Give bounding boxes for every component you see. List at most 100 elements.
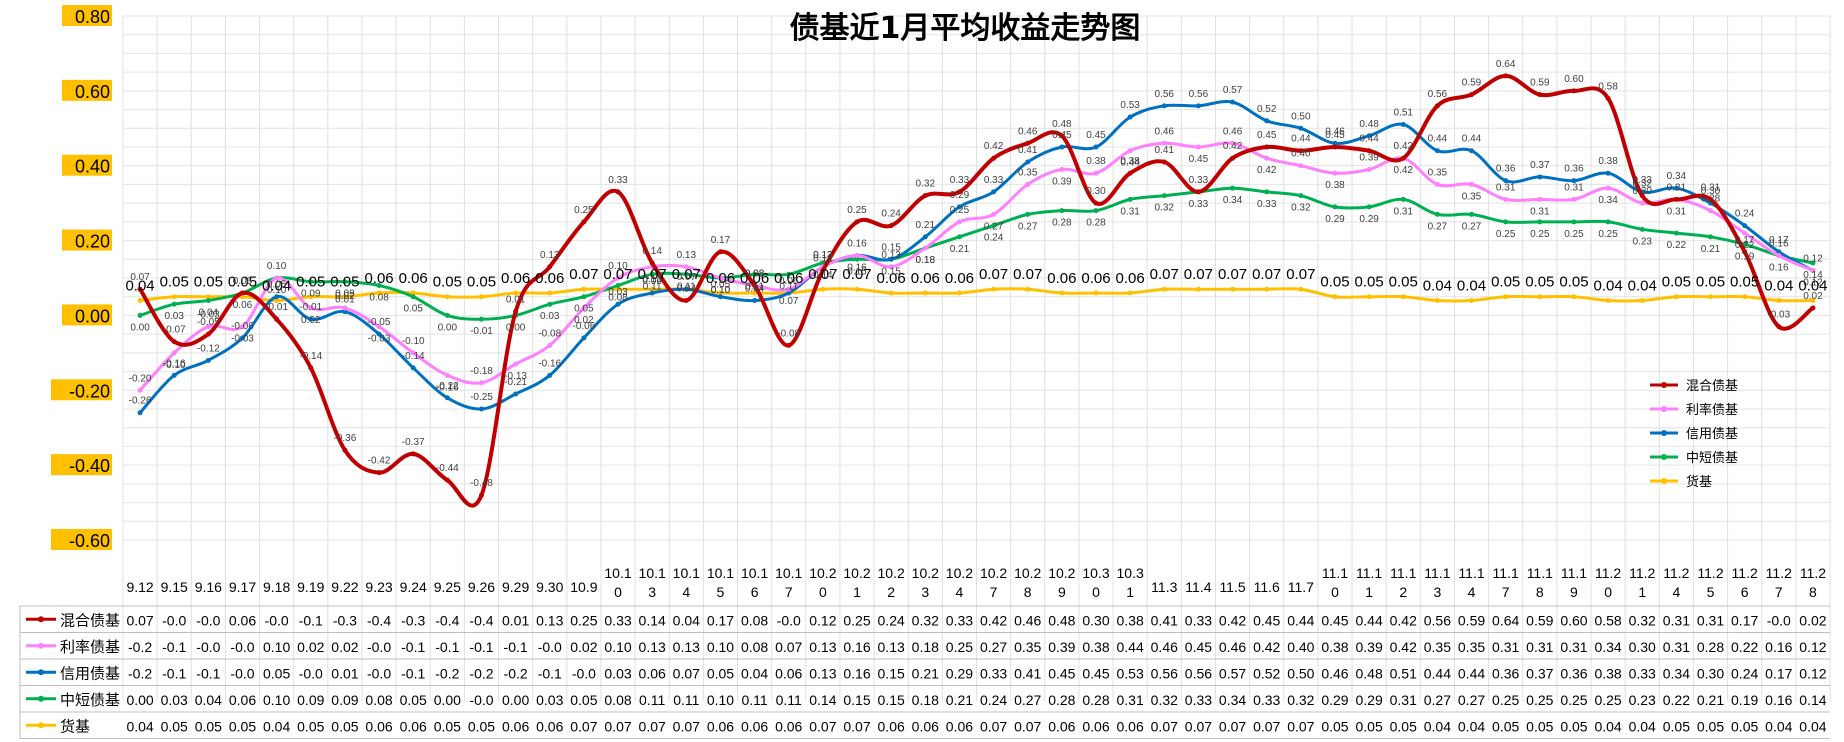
table-cell: 0.07 bbox=[980, 718, 1007, 734]
data-label: 0.33 bbox=[608, 175, 628, 186]
data-label: 0.13 bbox=[813, 250, 833, 261]
plot-gridlines bbox=[122, 15, 1831, 701]
data-label: 0.27 bbox=[1462, 221, 1482, 232]
data-point bbox=[1537, 174, 1543, 180]
x-tick-label: 10.1 bbox=[775, 565, 802, 581]
data-point bbox=[1025, 181, 1031, 187]
table-cell: 0.27 bbox=[980, 639, 1007, 655]
data-point bbox=[1571, 178, 1577, 184]
table-cell: 0.14 bbox=[809, 692, 836, 708]
table-cell: 0.46 bbox=[1014, 612, 1041, 628]
data-point bbox=[1127, 114, 1133, 120]
table-cell: 0.16 bbox=[1765, 639, 1792, 655]
x-tick-label: 11.2 bbox=[1595, 565, 1621, 581]
data-point bbox=[1264, 155, 1270, 161]
data-point bbox=[308, 294, 314, 300]
data-label: 0.03 bbox=[608, 287, 628, 298]
table-cell: 0.04 bbox=[1765, 718, 1792, 734]
data-label: 0.33 bbox=[950, 175, 970, 186]
data-point bbox=[1503, 294, 1509, 300]
data-point bbox=[820, 286, 826, 292]
legend-key-marker bbox=[1661, 406, 1667, 412]
data-point bbox=[854, 219, 860, 225]
data-label: 0.29 bbox=[1359, 214, 1379, 225]
table-cell: 0.31 bbox=[1117, 692, 1144, 708]
table-cell: 0.06 bbox=[1048, 718, 1075, 734]
table-cell: 0.04 bbox=[195, 692, 222, 708]
table-cell: 0.04 bbox=[126, 718, 153, 734]
table-cell: -0.2 bbox=[128, 665, 152, 681]
data-label: 0.05 bbox=[433, 274, 462, 291]
table-cell: 0.13 bbox=[639, 639, 666, 655]
data-label: 0.08 bbox=[745, 268, 765, 279]
data-point bbox=[444, 477, 450, 483]
data-label: -0.07 bbox=[163, 325, 186, 336]
data-point bbox=[1810, 268, 1816, 274]
data-label: 0.06 bbox=[535, 270, 564, 287]
table-cell: 0.34 bbox=[1663, 665, 1690, 681]
data-point bbox=[854, 253, 860, 259]
table-cell: 0.05 bbox=[195, 718, 222, 734]
y-tick-highlight bbox=[51, 529, 112, 550]
x-tick-label: 11.2 bbox=[1800, 565, 1826, 581]
table-cell: 0.04 bbox=[1594, 718, 1621, 734]
table-cell: 0.05 bbox=[331, 718, 358, 734]
x-tick-label-line2: 0 bbox=[614, 584, 622, 600]
data-point bbox=[1298, 125, 1304, 131]
table-cell: 0.23 bbox=[1629, 692, 1656, 708]
data-point bbox=[308, 305, 314, 311]
data-point bbox=[1161, 140, 1167, 146]
data-point bbox=[1776, 249, 1782, 255]
table-cell: 0.07 bbox=[639, 718, 666, 734]
x-tick-label-line2: 0 bbox=[819, 584, 827, 600]
table-cell: 0.09 bbox=[331, 692, 358, 708]
table-cell: 0.25 bbox=[1594, 692, 1621, 708]
data-label: -0.13 bbox=[504, 371, 527, 382]
table-cell: 0.36 bbox=[1560, 665, 1587, 681]
data-label: 0.30 bbox=[1632, 186, 1652, 197]
table-cell: 0.06 bbox=[946, 718, 973, 734]
x-tick-label: 9.12 bbox=[126, 579, 153, 595]
x-tick-label: 9.18 bbox=[263, 579, 290, 595]
table-cell: 0.28 bbox=[1048, 692, 1075, 708]
table-cell: 0.05 bbox=[1492, 718, 1519, 734]
data-label: 0.03 bbox=[164, 311, 184, 322]
data-point bbox=[786, 290, 792, 296]
data-point bbox=[205, 297, 211, 303]
table-cell: 0.28 bbox=[1082, 692, 1109, 708]
data-point bbox=[1025, 286, 1031, 292]
data-label: 0.45 bbox=[1086, 130, 1106, 141]
x-tick-label-line2: 6 bbox=[1741, 584, 1749, 600]
table-cell: 0.56 bbox=[1424, 612, 1451, 628]
data-point bbox=[1059, 290, 1065, 296]
data-point bbox=[342, 305, 348, 311]
x-tick-label: 10.9 bbox=[570, 579, 597, 595]
x-tick-label: 9.17 bbox=[229, 579, 256, 595]
data-point bbox=[752, 297, 758, 303]
data-point bbox=[1469, 92, 1475, 98]
data-table: 9.12 9.15 9.16 9.17 9.18 9.19 9.22 9.23 9.24 9.25… bbox=[19, 565, 1830, 739]
data-point bbox=[1537, 219, 1543, 225]
data-label: 0.04 bbox=[745, 283, 765, 294]
data-label: 0.17 bbox=[1769, 235, 1789, 246]
table-cell: 0.05 bbox=[570, 692, 597, 708]
data-point bbox=[1298, 148, 1304, 154]
data-point bbox=[1469, 181, 1475, 187]
table-row-key-marker bbox=[38, 695, 44, 702]
data-label: -0.10 bbox=[402, 336, 425, 347]
data-label: 0.29 bbox=[1325, 214, 1345, 225]
table-cell: 0.07 bbox=[126, 612, 153, 628]
x-tick-label: 10.2 bbox=[809, 565, 836, 581]
table-cell: 0.03 bbox=[604, 665, 631, 681]
table-cell: 0.30 bbox=[1082, 612, 1109, 628]
data-label: 0.27 bbox=[984, 221, 1004, 232]
data-point bbox=[1605, 297, 1611, 303]
table-cell: 0.12 bbox=[809, 612, 836, 628]
data-point bbox=[1434, 148, 1440, 154]
table-cell: -0.0 bbox=[538, 639, 562, 655]
data-point bbox=[786, 342, 792, 348]
table-cell: 0.03 bbox=[161, 692, 188, 708]
series-line-3 bbox=[138, 100, 1814, 414]
data-point bbox=[615, 286, 621, 292]
table-cell: 0.00 bbox=[502, 692, 529, 708]
